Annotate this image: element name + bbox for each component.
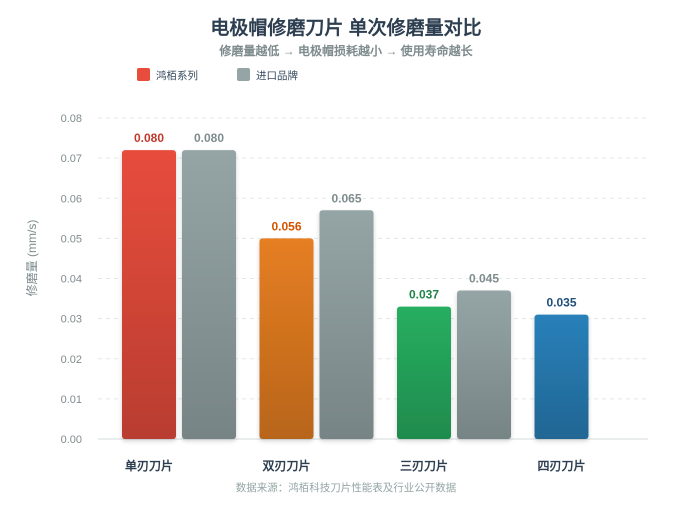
y-tick-label: 0.07 (61, 153, 82, 165)
y-tick-label: 0.08 (61, 113, 82, 125)
bar (259, 238, 314, 439)
legend-label: 鸿栢系列 (156, 69, 198, 82)
x-tick-label: 双刃刀片 (262, 458, 310, 473)
bar (319, 210, 374, 439)
bar (182, 150, 236, 439)
y-tick-label: 0.02 (61, 354, 82, 366)
y-tick-label: 0.04 (61, 274, 82, 286)
bar (534, 314, 589, 439)
chart-subtitle: 修磨量越低 → 电极帽损耗越小 → 使用寿命越长 (218, 43, 473, 58)
data-source: 数据来源：鸿栢科技刀片性能表及行业公开数据 (236, 481, 457, 494)
bar-value-label: 0.045 (469, 272, 499, 286)
legend-swatch (237, 68, 250, 81)
y-tick-label: 0.05 (61, 233, 82, 245)
y-tick-label: 0.00 (61, 434, 82, 446)
bar-value-label: 0.056 (271, 219, 301, 233)
legend-swatch (137, 68, 150, 81)
y-tick-label: 0.03 (61, 314, 82, 326)
y-tick-label: 0.06 (61, 193, 82, 205)
x-tick-label: 三刃刀片 (400, 458, 448, 473)
x-tick-label: 单刃刀片 (125, 458, 173, 473)
bars: 0.080 0.080 0.056 0.065 0.037 0.045 0.035 (122, 131, 589, 439)
y-tick-label: 0.01 (61, 394, 82, 406)
bar (397, 306, 451, 439)
bar-value-label: 0.065 (331, 191, 361, 205)
bar (122, 150, 176, 439)
x-tick-label: 四刃刀片 (537, 458, 585, 473)
legend: 鸿栢系列 进口品牌 (137, 68, 298, 82)
legend-label: 进口品牌 (256, 69, 298, 82)
bar (457, 290, 511, 439)
bar-value-label: 0.037 (409, 288, 439, 302)
x-axis: 单刃刀片 双刃刀片 三刃刀片 四刃刀片 (125, 458, 586, 473)
bar-value-label: 0.080 (194, 131, 224, 145)
bar-value-label: 0.080 (134, 131, 164, 145)
y-axis-label: 修磨量 (mm/s) (24, 220, 39, 297)
y-axis: 0.00 0.01 0.02 0.03 0.04 0.05 0.06 0.07 0.08 (61, 113, 82, 446)
bar-value-label: 0.035 (546, 296, 576, 310)
chart-title: 电极帽修磨刀片 单次修磨量对比 (210, 16, 481, 39)
